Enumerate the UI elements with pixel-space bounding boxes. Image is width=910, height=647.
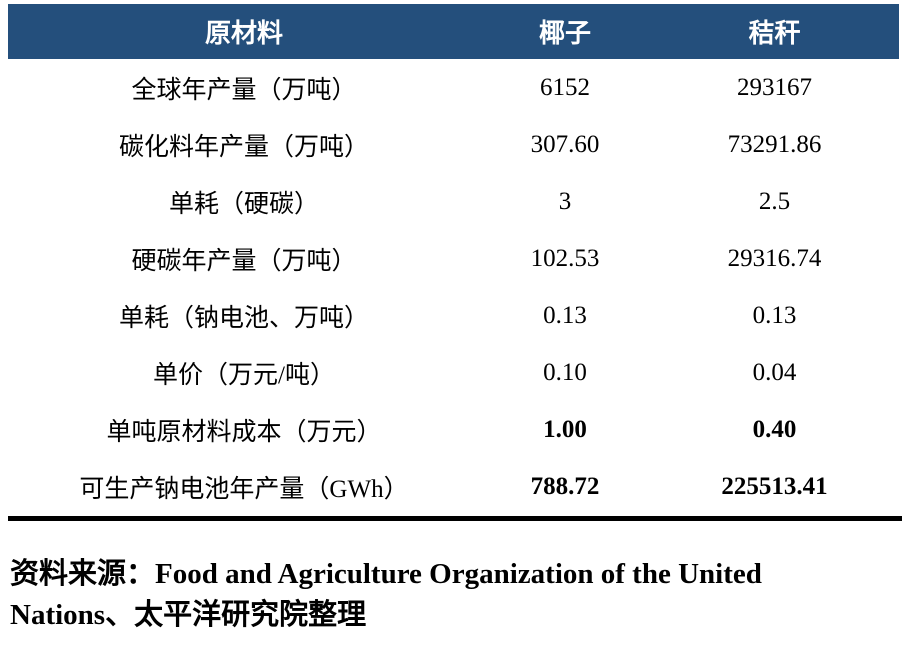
coconut-value: 788.72 <box>530 472 600 500</box>
source-line-2: Nations、太平洋研究院整理 <box>10 599 367 631</box>
row-label: 单吨原材料成本（万元） <box>106 418 382 446</box>
row-label: 全球年产量（万吨） <box>131 76 357 104</box>
straw-value: 0.40 <box>752 415 797 443</box>
straw-value: 293167 <box>737 73 812 101</box>
source-line-1: 资料来源：Food and Agriculture Organization o… <box>10 558 762 590</box>
row-label: 单价（万元/吨） <box>153 361 335 389</box>
row-label: 单耗（钠电池、万吨） <box>118 304 369 332</box>
coconut-value: 0.13 <box>543 301 587 329</box>
straw-value: 0.13 <box>752 301 797 329</box>
source-note: 资料来源：Food and Agriculture Organization o… <box>10 554 900 636</box>
raw-material-comparison-table: 原材料 椰子 秸秆 全球年产量（万吨） 6152 293167 碳化料年产量（万… <box>0 4 910 636</box>
coconut-value: 0.10 <box>543 358 587 386</box>
row-label: 可生产钠电池年产量（GWh） <box>79 475 409 503</box>
table-row: 可生产钠电池年产量（GWh） 788.72 225513.41 <box>8 458 899 515</box>
table-row: 单耗（硬碳） 3 2.5 <box>8 173 899 230</box>
table-row: 单价（万元/吨） 0.10 0.04 <box>8 344 899 401</box>
row-label: 单耗（硬碳） <box>168 190 319 218</box>
table-row: 单耗（钠电池、万吨） 0.13 0.13 <box>8 287 899 344</box>
header-cell-straw: 秸秆 <box>748 19 801 48</box>
table-bottom-rule <box>8 516 902 521</box>
coconut-value: 3 <box>558 187 572 215</box>
table-header-row: 原材料 椰子 秸秆 <box>8 4 899 59</box>
table-row: 碳化料年产量（万吨） 307.60 73291.86 <box>8 116 899 173</box>
coconut-value: 6152 <box>540 73 590 101</box>
coconut-value: 1.00 <box>543 415 587 443</box>
table-row: 全球年产量（万吨） 6152 293167 <box>8 59 899 116</box>
straw-value: 0.04 <box>752 358 797 386</box>
straw-value: 2.5 <box>758 187 791 215</box>
straw-value: 29316.74 <box>727 244 822 272</box>
coconut-value: 102.53 <box>530 244 600 272</box>
table-row: 单吨原材料成本（万元） 1.00 0.40 <box>8 401 899 458</box>
straw-value: 73291.86 <box>727 130 822 158</box>
table-row: 硬碳年产量（万吨） 102.53 29316.74 <box>8 230 899 287</box>
coconut-value: 307.60 <box>530 130 600 158</box>
row-label: 硬碳年产量（万吨） <box>131 247 357 275</box>
straw-value: 225513.41 <box>721 472 828 500</box>
row-label: 碳化料年产量（万吨） <box>118 133 369 161</box>
header-cell-coconut: 椰子 <box>538 19 591 48</box>
header-cell-material: 原材料 <box>204 19 283 48</box>
